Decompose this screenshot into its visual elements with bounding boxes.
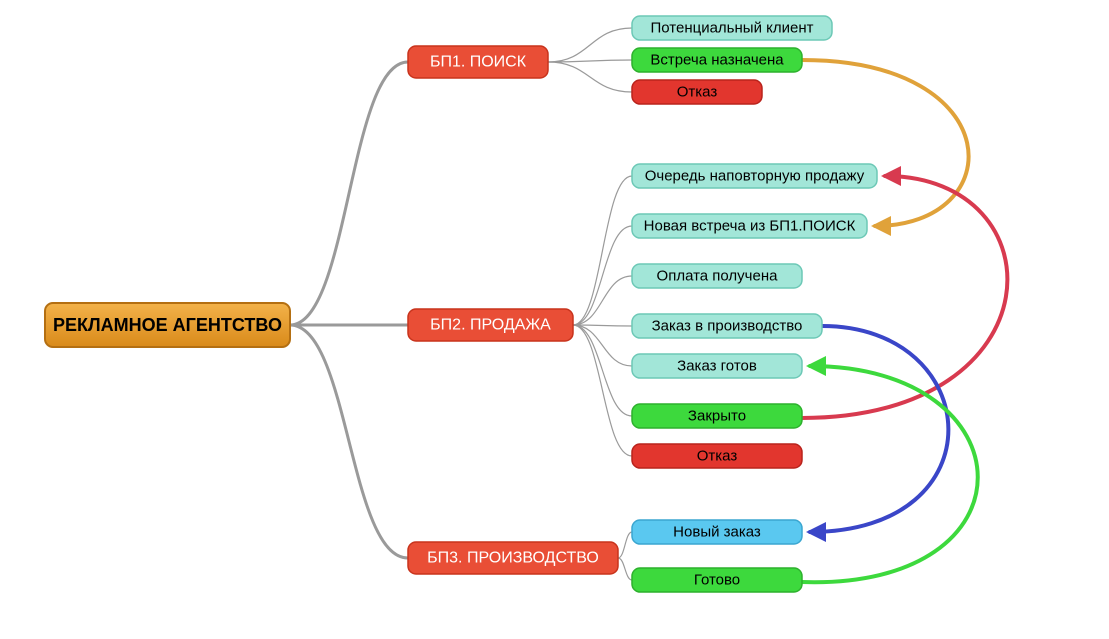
connector: [618, 558, 632, 580]
leaf-node-1-label: Потенциальный клиент: [651, 20, 814, 37]
flow-arrow-4: [802, 366, 978, 582]
tree-connectors: [290, 28, 632, 580]
leaf-node-11-label: Новый заказ: [673, 524, 761, 541]
process-node-3: БП3. ПРОИЗВОДСТВО: [408, 542, 618, 574]
leaf-node-11: Новый заказ: [632, 520, 802, 544]
connector: [573, 325, 632, 416]
process-node-3-label: БП3. ПРОИЗВОДСТВО: [427, 550, 599, 567]
leaf-node-2-label: Встреча назначена: [650, 52, 784, 69]
leaf-node-9-label: Закрыто: [688, 408, 746, 425]
leaf-node-12: Готово: [632, 568, 802, 592]
flow-arrows: [802, 60, 1007, 582]
flow-arrow-1: [802, 60, 969, 226]
connector: [618, 532, 632, 558]
leaf-node-4: Очередь наповторную продажу: [632, 164, 877, 188]
leaf-node-3: Отказ: [632, 80, 762, 104]
connector: [573, 226, 632, 325]
leaf-node-10: Отказ: [632, 444, 802, 468]
connector: [548, 62, 632, 92]
leaf-node-5: Новая встреча из БП1.ПОИСК: [632, 214, 867, 238]
process-node-1-label: БП1. ПОИСК: [430, 54, 527, 71]
leaf-node-3-label: Отказ: [677, 84, 718, 101]
connector: [573, 276, 632, 325]
leaf-node-8-label: Заказ готов: [677, 358, 757, 375]
root-node: РЕКЛАМНОЕ АГЕНТСТВО: [45, 303, 290, 347]
connector: [548, 28, 632, 62]
mindmap-canvas: РЕКЛАМНОЕ АГЕНТСТВО БП1. ПОИСК БП2. ПРОДАЖ…: [0, 0, 1109, 639]
leaf-node-7: Заказ в производство: [632, 314, 822, 338]
nodes-layer: РЕКЛАМНОЕ АГЕНТСТВО БП1. ПОИСК БП2. ПРОДАЖ…: [45, 16, 877, 592]
connector: [290, 325, 408, 558]
leaf-node-6-label: Оплата получена: [657, 268, 779, 285]
leaf-node-7-label: Заказ в производство: [652, 318, 803, 335]
leaf-node-5-label: Новая встреча из БП1.ПОИСК: [644, 218, 856, 235]
svg-text:РЕКЛАМНОЕ АГЕНТСТВО: РЕКЛАМНОЕ АГЕНТСТВО: [53, 315, 282, 335]
leaf-node-4-label: Очередь наповторную продажу: [645, 168, 865, 185]
connector: [573, 325, 632, 366]
process-node-1: БП1. ПОИСК: [408, 46, 548, 78]
leaf-node-6: Оплата получена: [632, 264, 802, 288]
leaf-node-10-label: Отказ: [697, 448, 738, 465]
connector: [290, 62, 408, 325]
process-node-2-label: БП2. ПРОДАЖА: [430, 317, 551, 334]
leaf-node-8: Заказ готов: [632, 354, 802, 378]
process-node-2: БП2. ПРОДАЖА: [408, 309, 573, 341]
connector: [573, 176, 632, 325]
leaf-node-12-label: Готово: [694, 572, 740, 589]
leaf-node-9: Закрыто: [632, 404, 802, 428]
leaf-node-2: Встреча назначена: [632, 48, 802, 72]
leaf-node-1: Потенциальный клиент: [632, 16, 832, 40]
flow-arrow-3: [810, 326, 948, 532]
